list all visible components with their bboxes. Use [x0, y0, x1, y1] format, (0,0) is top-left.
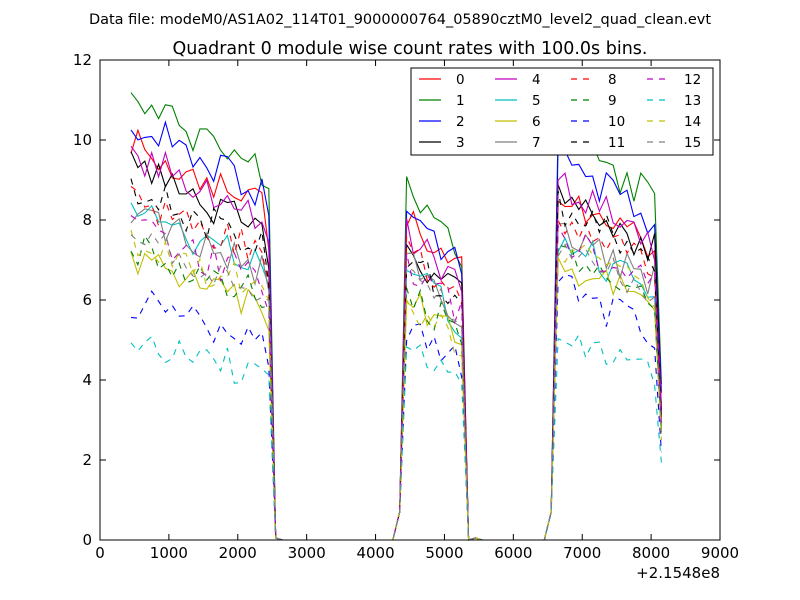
y-tick-label: 2	[82, 451, 92, 469]
legend-box	[410, 67, 714, 156]
legend-label: 13	[684, 93, 701, 109]
x-tick-label: 3000	[288, 544, 326, 562]
series-line-13	[130, 333, 662, 541]
legend-label: 15	[684, 135, 701, 151]
series-layer	[130, 92, 662, 541]
series-line-6	[130, 251, 662, 541]
legend-label: 12	[684, 72, 701, 88]
series-line-15	[130, 231, 662, 541]
legend-label: 8	[608, 72, 617, 88]
legend-label: 9	[608, 93, 617, 109]
series-line-1	[130, 92, 662, 541]
x-axis-offset-label: +2.1548e8	[636, 564, 720, 582]
series-line-8	[130, 185, 662, 541]
x-tick-label: 1000	[150, 544, 188, 562]
legend-label: 14	[684, 114, 701, 130]
x-tick-label: 6000	[494, 544, 532, 562]
series-line-2	[130, 120, 662, 541]
legend-label: 7	[532, 135, 541, 151]
y-tick-label: 8	[82, 211, 92, 229]
x-tick-label: 5000	[425, 544, 463, 562]
legend-label: 1	[456, 93, 465, 109]
y-tick-label: 12	[73, 51, 92, 69]
y-tick-label: 10	[73, 131, 92, 149]
x-tick-label: 0	[95, 544, 105, 562]
chart-title: Quadrant 0 module wise count rates with …	[173, 39, 648, 59]
x-tick-label: 4000	[356, 544, 394, 562]
series-line-9	[130, 234, 662, 541]
legend-label: 4	[532, 72, 541, 88]
x-tick-label: 2000	[219, 544, 257, 562]
legend-label: 11	[608, 135, 625, 151]
y-tick-label: 6	[82, 291, 92, 309]
legend-label: 10	[608, 114, 625, 130]
series-line-14	[130, 230, 662, 541]
x-tick-label: 9000	[701, 544, 739, 562]
legend-label: 5	[532, 93, 541, 109]
legend-label: 6	[532, 114, 541, 130]
y-tick-label: 4	[82, 371, 92, 389]
axis-ticks: 0 1000 2000 3000 4000 5000 6000 7000 8000 9000 0 2 4…	[73, 51, 739, 562]
figure-suptitle: Data file: modeM0/AS1A02_114T01_90000007…	[89, 12, 711, 28]
series-line-12	[130, 215, 662, 541]
series-line-10	[130, 273, 662, 541]
x-tick-label: 7000	[563, 544, 601, 562]
legend-label: 3	[456, 135, 465, 151]
legend-label: 0	[456, 72, 465, 88]
y-tick-label: 0	[82, 531, 92, 549]
x-tick-label: 8000	[632, 544, 670, 562]
legend-label: 2	[456, 114, 465, 130]
